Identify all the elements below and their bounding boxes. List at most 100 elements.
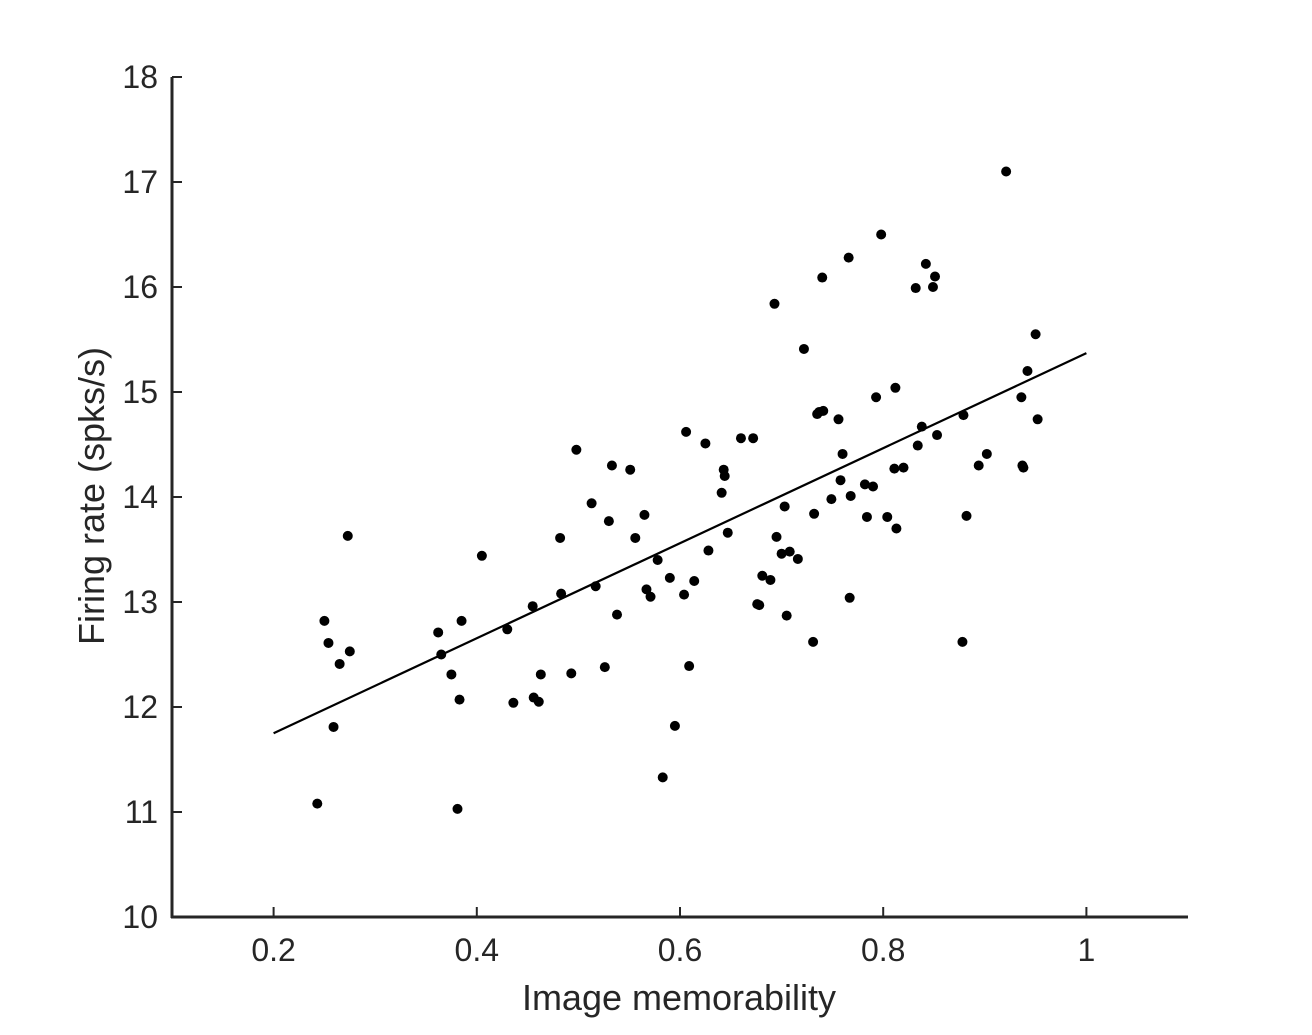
y-tick-label: 11	[125, 794, 158, 830]
data-point	[771, 531, 782, 542]
data-point	[891, 523, 902, 534]
y-axis-label: Firing rate (spks/s)	[71, 347, 112, 645]
data-point	[981, 448, 992, 459]
data-point	[912, 440, 923, 451]
data-point	[861, 511, 872, 522]
data-point	[639, 509, 650, 520]
x-axis-label: Image memorability	[522, 977, 836, 1018]
data-point	[927, 282, 938, 292]
data-point	[555, 532, 566, 543]
data-point	[826, 494, 837, 505]
data-point	[835, 475, 846, 486]
data-point	[342, 530, 353, 541]
regression-line-group	[273, 352, 1087, 735]
data-point	[454, 694, 465, 705]
data-point	[452, 803, 463, 814]
data-point	[817, 272, 828, 283]
data-point	[748, 433, 759, 444]
data-point	[784, 546, 795, 557]
data-point	[599, 662, 610, 673]
data-point	[843, 252, 854, 263]
data-point	[882, 511, 893, 522]
data-point	[1018, 462, 1029, 473]
data-point	[586, 498, 597, 509]
data-point	[808, 636, 819, 647]
data-point	[689, 576, 700, 586]
x-tick-label: 0.6	[658, 932, 702, 968]
y-tick-label: 18	[122, 59, 158, 95]
data-point	[664, 572, 675, 583]
data-point	[446, 669, 457, 680]
data-point	[328, 721, 339, 732]
data-point	[684, 661, 695, 672]
data-point	[792, 553, 803, 564]
data-point	[476, 550, 487, 561]
data-point	[961, 510, 972, 521]
data-point	[845, 490, 856, 501]
data-point	[612, 609, 623, 620]
y-tick-labels: 10 11 12 13 14 15 16 17 18	[122, 59, 158, 935]
data-point	[625, 464, 636, 475]
data-point	[1032, 414, 1043, 425]
data-point	[606, 460, 617, 471]
x-tick-label: 0.8	[861, 932, 905, 968]
x-tick-label: 1	[1078, 932, 1096, 968]
data-point	[1030, 329, 1041, 340]
data-point	[833, 414, 844, 425]
x-tick-label: 0.4	[455, 932, 499, 968]
x-tick-label: 0.2	[251, 932, 295, 968]
data-point	[527, 601, 538, 612]
data-point	[535, 669, 546, 680]
data-point	[679, 589, 690, 600]
data-point	[932, 430, 943, 441]
data-point	[630, 532, 641, 543]
data-point	[769, 298, 780, 309]
data-point	[1001, 166, 1012, 177]
data-point	[757, 570, 768, 581]
data-points	[312, 166, 1043, 814]
y-tick-label: 15	[122, 374, 158, 410]
data-point	[765, 574, 776, 585]
data-point	[754, 600, 765, 611]
data-point	[456, 615, 467, 626]
data-point	[571, 444, 582, 455]
y-tick-label: 10	[122, 899, 158, 935]
data-point	[844, 592, 855, 603]
data-point	[809, 508, 820, 519]
y-tick-label: 16	[122, 269, 158, 305]
data-point	[502, 624, 513, 635]
data-point	[898, 462, 909, 473]
data-point	[837, 448, 848, 459]
data-point	[566, 668, 577, 679]
data-point	[930, 271, 941, 282]
data-point	[722, 527, 733, 538]
data-point	[781, 610, 792, 621]
data-point	[1016, 392, 1027, 403]
data-point	[910, 283, 921, 294]
data-point	[868, 481, 879, 492]
y-tick-label: 17	[122, 164, 158, 200]
data-point	[973, 460, 984, 471]
data-point	[508, 697, 519, 708]
data-point	[652, 555, 663, 565]
regression-line	[273, 352, 1087, 735]
data-point	[433, 627, 444, 638]
x-tick-labels: 0.2 0.4 0.6 0.8 1	[251, 932, 1095, 968]
data-point	[889, 463, 900, 474]
data-point	[890, 382, 901, 393]
data-point	[556, 588, 567, 599]
axes	[170, 77, 1188, 919]
data-point	[323, 637, 334, 648]
data-point	[334, 658, 345, 669]
data-point	[716, 487, 727, 498]
data-point	[669, 720, 680, 731]
data-point	[533, 696, 544, 707]
tick-marks	[172, 76, 1088, 918]
data-point	[603, 516, 614, 527]
data-point	[871, 392, 882, 403]
data-point	[859, 479, 870, 490]
data-point	[1022, 366, 1033, 376]
data-point	[700, 438, 711, 449]
